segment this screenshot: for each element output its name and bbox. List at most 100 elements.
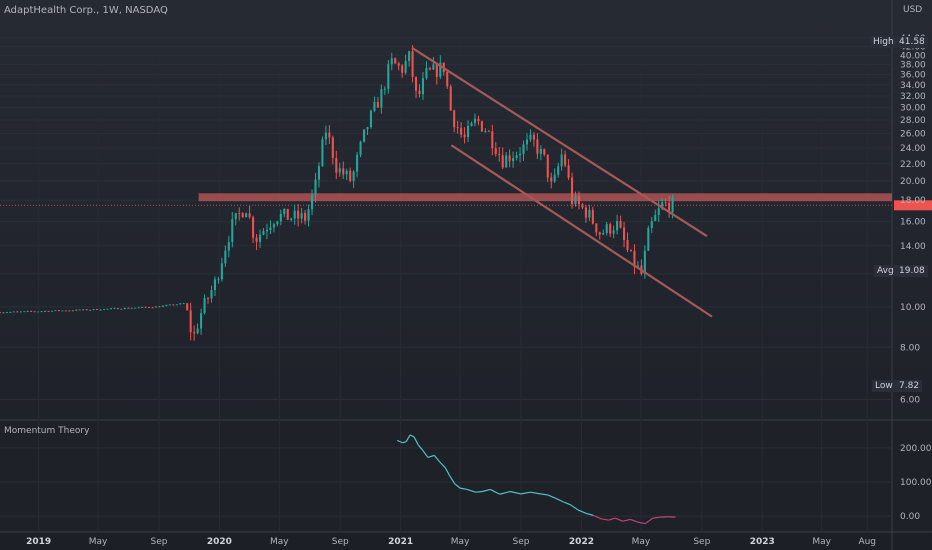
price-tick-label: 28.00 bbox=[900, 116, 926, 126]
candle bbox=[227, 235, 230, 258]
price-tick-label: 40.00 bbox=[900, 51, 926, 61]
candle-body bbox=[401, 65, 404, 73]
candle bbox=[335, 150, 338, 179]
momentum-segment bbox=[444, 467, 451, 477]
candle bbox=[12, 311, 15, 313]
candle-body bbox=[168, 304, 171, 306]
candle bbox=[61, 310, 64, 312]
candle bbox=[536, 132, 539, 160]
candle-body bbox=[165, 305, 168, 306]
momentum-segment bbox=[459, 487, 468, 491]
candle-body bbox=[525, 139, 529, 145]
indicator-label[interactable]: Momentum Theory bbox=[4, 426, 90, 436]
candle-body bbox=[23, 311, 26, 313]
candle bbox=[380, 84, 383, 114]
momentum-segment bbox=[601, 518, 609, 521]
candle bbox=[390, 52, 393, 71]
candle bbox=[619, 215, 622, 229]
candle bbox=[498, 146, 501, 162]
candle bbox=[581, 202, 584, 210]
candle bbox=[255, 234, 258, 250]
candle bbox=[595, 223, 598, 237]
momentum-segment bbox=[499, 490, 511, 495]
candle-body bbox=[40, 311, 43, 313]
candle bbox=[342, 161, 345, 180]
candle-body bbox=[605, 224, 608, 234]
candle-body bbox=[466, 125, 470, 138]
candle bbox=[265, 223, 268, 240]
candle-body bbox=[435, 64, 438, 77]
candle-body bbox=[47, 311, 50, 312]
candle bbox=[491, 124, 494, 156]
candle bbox=[200, 308, 203, 335]
candle bbox=[148, 307, 151, 308]
candle-body bbox=[574, 196, 577, 205]
candle bbox=[179, 303, 182, 305]
candle-body bbox=[151, 307, 154, 309]
candle-body bbox=[460, 127, 463, 135]
candle-body bbox=[0, 312, 2, 314]
candle bbox=[539, 145, 542, 161]
candle bbox=[588, 204, 591, 221]
candle bbox=[262, 227, 265, 236]
momentum-tick-label: 100.00 bbox=[900, 478, 932, 488]
candle-body bbox=[591, 209, 594, 224]
time-tick-label: 2023 bbox=[750, 537, 775, 547]
candle-body bbox=[543, 148, 546, 155]
momentum-segment bbox=[422, 450, 429, 458]
candle bbox=[553, 168, 556, 184]
candle bbox=[16, 311, 19, 313]
candle bbox=[144, 306, 147, 308]
candle-body bbox=[577, 196, 581, 205]
momentum-segment bbox=[637, 521, 646, 525]
candle bbox=[328, 125, 331, 144]
candles bbox=[0, 45, 674, 341]
candle bbox=[238, 207, 241, 221]
momentum-segment bbox=[466, 488, 476, 493]
momentum-segment bbox=[475, 490, 483, 493]
candle-body bbox=[269, 227, 272, 231]
high-value: 41.58 bbox=[896, 36, 928, 48]
candle bbox=[286, 208, 289, 220]
candle-body bbox=[650, 221, 653, 229]
candle-body bbox=[57, 310, 60, 312]
candle bbox=[414, 76, 418, 99]
momentum-segment bbox=[614, 517, 623, 522]
candle-body bbox=[141, 306, 144, 308]
candle-body bbox=[210, 290, 213, 299]
candle-body bbox=[231, 219, 234, 242]
candle bbox=[574, 191, 577, 207]
candle-body bbox=[498, 154, 501, 156]
candle-body bbox=[196, 328, 199, 334]
resistance-zone bbox=[0, 193, 932, 211]
candle bbox=[89, 309, 92, 311]
candle bbox=[224, 245, 227, 267]
momentum-segment bbox=[540, 493, 548, 496]
candle-body bbox=[92, 309, 95, 310]
candle-body bbox=[616, 220, 619, 231]
candle bbox=[172, 304, 175, 306]
candle bbox=[71, 310, 74, 312]
candle bbox=[175, 304, 178, 306]
candle bbox=[0, 311, 2, 314]
candle-body bbox=[664, 202, 667, 204]
candle-body bbox=[317, 166, 321, 180]
candle-body bbox=[369, 110, 373, 128]
candle bbox=[57, 309, 60, 312]
momentum-segment bbox=[510, 490, 522, 495]
candle bbox=[231, 212, 234, 248]
candle-body bbox=[366, 127, 369, 130]
candle-body bbox=[258, 234, 262, 242]
candle-body bbox=[619, 220, 622, 228]
candle bbox=[383, 86, 386, 95]
candle-body bbox=[2, 312, 5, 314]
candle-body bbox=[130, 308, 133, 309]
candle bbox=[564, 150, 567, 168]
candle-body bbox=[425, 68, 428, 79]
price-tick-label: 8.00 bbox=[900, 343, 920, 353]
candle bbox=[650, 216, 653, 234]
candle-body bbox=[671, 196, 674, 213]
momentum-segment bbox=[652, 516, 661, 519]
